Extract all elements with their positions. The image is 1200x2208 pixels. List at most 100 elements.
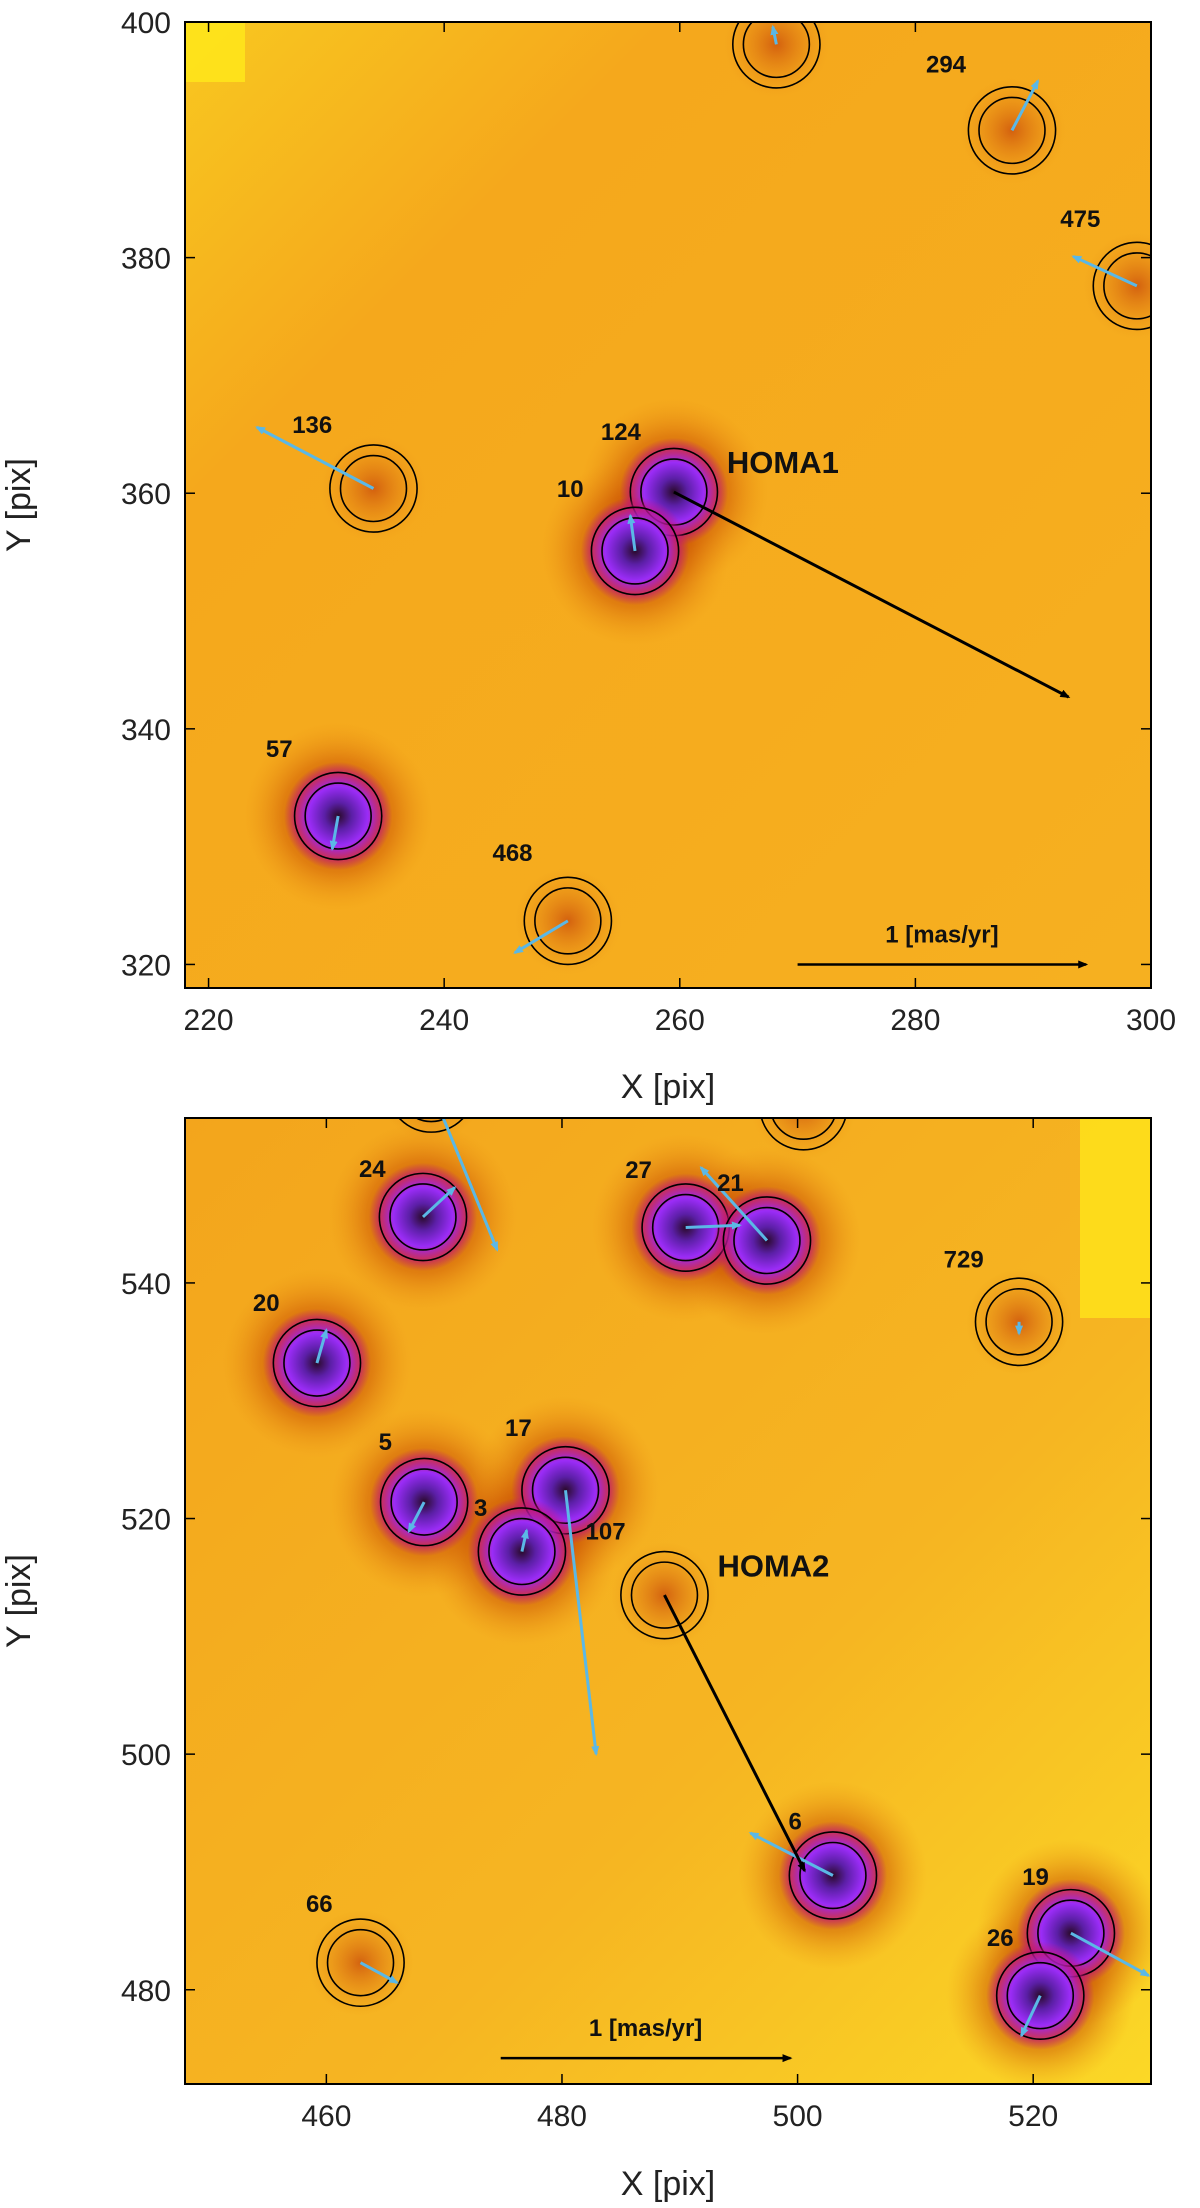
- y-tick-label-360: 360: [121, 478, 171, 511]
- star-ring-inner-unlabeled-14: [771, 1118, 836, 1140]
- proper-motion-arrow-468: [513, 919, 569, 954]
- star-label-468: 468: [492, 840, 532, 867]
- star-glow-unlabeled-2: [387, 1118, 476, 1142]
- proper-motion-arrow-21: [699, 1165, 769, 1242]
- target-label-HOMA1: HOMA1: [727, 445, 839, 480]
- star-ring-inner-26: [1006, 1961, 1075, 2030]
- star-ring-inner-unlabeled-2: [414, 1118, 448, 1123]
- panel-homa1-ylabel: Y [pix]: [0, 458, 38, 552]
- target-arrow-HOMA2: [663, 1594, 806, 1873]
- star-label-26: 26: [987, 1925, 1014, 1952]
- x-tick-label-500: 500: [773, 2100, 823, 2133]
- panel-homa2-bright-edge: [1080, 1118, 1151, 1318]
- proper-motion-arrow-3: [520, 1528, 529, 1552]
- star-ring-inner-57: [304, 782, 372, 850]
- star-label-475: 475: [1060, 206, 1100, 233]
- x-tick-label-460: 460: [301, 2100, 351, 2133]
- y-tick-label-320: 320: [121, 949, 171, 982]
- panel-homa1-bright-corner: [185, 22, 245, 82]
- star-ring-inner-24: [389, 1183, 457, 1251]
- star-glow-475: [1083, 232, 1151, 339]
- proper-motion-arrow-19: [1070, 1931, 1151, 1977]
- x-tick-label-300: 300: [1126, 1004, 1176, 1037]
- proper-motion-arrow-17: [564, 1490, 600, 1757]
- star-ring-outer-26: [995, 1951, 1085, 2041]
- proper-motion-arrow-5: [407, 1501, 426, 1534]
- star-ring-outer-468: [523, 876, 613, 966]
- proper-motion-arrow-294: [1010, 79, 1040, 132]
- star-label-20: 20: [253, 1290, 280, 1317]
- star-ring-outer-unlabeled-2: [398, 1118, 465, 1133]
- star-ring-outer-10: [590, 506, 680, 596]
- y-tick-label-380: 380: [121, 243, 171, 276]
- star-ring-inner-294: [978, 96, 1046, 165]
- proper-motion-arrow-66: [359, 1961, 399, 1985]
- star-ring-outer-294: [967, 85, 1057, 175]
- star-ring-inner-5: [390, 1468, 458, 1536]
- star-label-66: 66: [306, 1891, 333, 1918]
- star-ring-inner-468: [534, 887, 602, 955]
- panel-homa1-ticks: 220 240 260 280 300 320 340 360 380 400: [121, 7, 1176, 1037]
- star-ring-inner-66: [326, 1928, 395, 1997]
- scale-bar-label: 1 [mas/yr]: [885, 921, 998, 948]
- star-label-21: 21: [717, 1170, 744, 1197]
- star-ring-outer-3: [477, 1507, 567, 1596]
- star-label-57: 57: [266, 736, 293, 763]
- star-label-24: 24: [359, 1156, 386, 1183]
- proper-motion-arrow-27: [685, 1221, 742, 1230]
- star-ring-outer-107: [620, 1550, 709, 1640]
- star-label-124: 124: [601, 419, 642, 446]
- target-label-HOMA2: HOMA2: [717, 1548, 829, 1583]
- star-ring-inner-136: [339, 454, 408, 523]
- star-ring-outer-136: [329, 444, 418, 533]
- star-glow-unlabeled-14: [751, 1118, 856, 1160]
- star-ring-inner-21: [733, 1206, 801, 1275]
- x-tick-label-260: 260: [655, 1004, 705, 1037]
- x-tick-label-280: 280: [890, 1004, 940, 1037]
- y-tick-label-520: 520: [121, 1504, 171, 1537]
- star-ring-outer-475: [1092, 241, 1151, 331]
- proper-motion-arrow-unlabeled-14: [802, 1106, 803, 1115]
- proper-motion-arrow-10: [627, 513, 637, 552]
- star-label-136: 136: [292, 412, 332, 439]
- x-tick-label-240: 240: [419, 1004, 469, 1037]
- proper-motion-arrow-20: [315, 1328, 329, 1364]
- star-label-107: 107: [586, 1519, 626, 1546]
- x-tick-label-220: 220: [184, 1004, 234, 1037]
- panel-homa1-xlabel: X [pix]: [621, 1068, 715, 1106]
- proper-motion-arrow-26: [1020, 1995, 1042, 2038]
- proper-motion-arrow-6: [748, 1831, 834, 1877]
- star-ring-outer-66: [316, 1918, 405, 2008]
- star-ring-inner-6: [799, 1841, 867, 1910]
- star-label-294: 294: [926, 52, 967, 79]
- star-ring-outer-24: [378, 1172, 468, 1262]
- star-ring-outer-729: [974, 1277, 1064, 1367]
- star-label-5: 5: [379, 1429, 392, 1456]
- y-tick-label-480: 480: [121, 1975, 171, 2008]
- star-ring-outer-unlabeled-14: [760, 1118, 847, 1151]
- x-tick-label-480: 480: [537, 2100, 587, 2133]
- panel-homa2-labels: 107 24 27 21 729 20 5 17 3 6 19 26 66 HOMA2 1 [mas/yr]: [253, 1156, 1049, 2042]
- star-ring-outer-6: [788, 1831, 878, 1920]
- star-label-17: 17: [505, 1415, 532, 1442]
- star-label-19: 19: [1022, 1864, 1049, 1891]
- panel-homa1-stars: [283, 22, 1151, 966]
- panel-homa2-frame: [184, 1117, 1152, 2085]
- star-label-729: 729: [944, 1247, 984, 1274]
- star-label-27: 27: [625, 1157, 652, 1184]
- panel-homa1-image: 124 10 136 57 468 294 475 HOMA1 1 [mas/yr]: [185, 22, 1151, 988]
- proper-motion-arrow-475: [1071, 255, 1138, 288]
- proper-motion-arrow-unlabeled-2: [441, 1118, 499, 1252]
- star-label-6: 6: [789, 1809, 802, 1836]
- y-tick-label-400: 400: [121, 7, 171, 40]
- star-glow-66: [307, 1909, 414, 2016]
- proper-motion-arrow-24: [421, 1186, 457, 1219]
- star-ring-outer-unlabeled-7: [732, 22, 821, 89]
- x-tick-label-520: 520: [1008, 2100, 1058, 2133]
- proper-motion-arrow-57: [329, 815, 340, 851]
- star-ring-outer-57: [293, 771, 383, 861]
- star-label-10: 10: [557, 476, 584, 503]
- panel-homa1-frame: [184, 21, 1152, 989]
- proper-motion-arrow-136: [255, 425, 375, 490]
- panel-homa2: 107 24 27 21 729 20 5 17 3 6 19 26 66 HOMA2 1 [mas/yr]…: [0, 1106, 1152, 2203]
